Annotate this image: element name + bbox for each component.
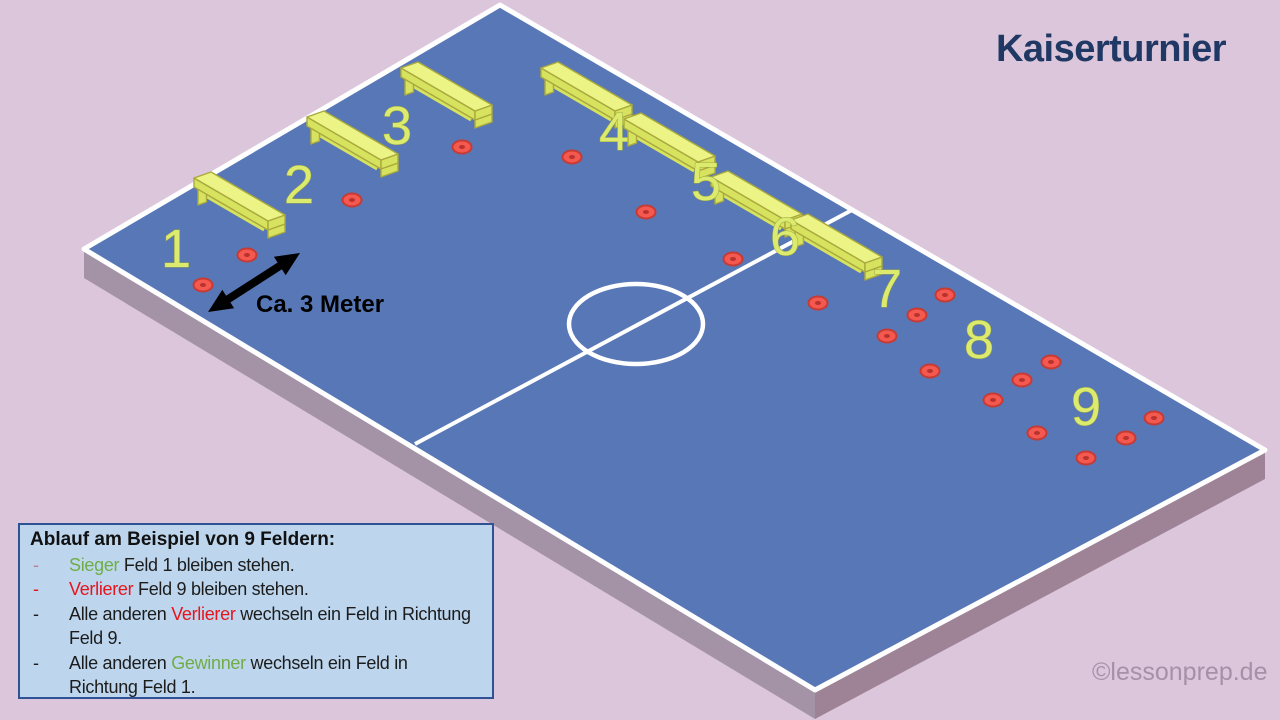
marker-dot (1075, 450, 1097, 466)
rules-heading: Ablauf am Beispiel von 9 Feldern: (30, 529, 336, 550)
watermark: ©lessonprep.de (1092, 658, 1268, 686)
marker-dot (982, 392, 1004, 408)
gym-bench (623, 112, 716, 180)
rules-bullet-list: - Sieger Feld 1 bleiben stehen. - Verlierer… (30, 553, 484, 698)
gym-bench (790, 213, 883, 281)
marker-dot (1143, 410, 1165, 426)
marker-dot (236, 247, 258, 263)
rules-bullet: - Alle anderen Verlierer wechseln ein Fel… (30, 602, 484, 627)
marker-dot (1040, 354, 1062, 370)
marker-dot (1026, 425, 1048, 441)
field-number-3: 3 (382, 96, 412, 156)
marker-dot (451, 139, 473, 155)
rules-bullet-wrap: Feld 9. (30, 626, 484, 651)
field-number-4: 4 (599, 102, 629, 162)
bullet-text: Sieger Feld 1 bleiben stehen. (69, 554, 295, 575)
marker-dot (635, 204, 657, 220)
gym-bench (540, 61, 633, 129)
rules-bullet: - Alle anderen Gewinner wechseln ein Feld… (30, 651, 484, 676)
benches-group (193, 61, 883, 281)
gym-bench (306, 110, 399, 178)
bullet-dash: - (33, 652, 39, 673)
field-number-8: 8 (964, 310, 994, 370)
marker-dot (1011, 372, 1033, 388)
bullet-dash (30, 675, 69, 697)
distance-arrow (208, 253, 300, 312)
field-number-9: 9 (1071, 377, 1101, 437)
bullet-text: Verlierer Feld 9 bleiben stehen. (69, 579, 309, 599)
field-number-5: 5 (691, 152, 721, 212)
bullet-dash: - (33, 579, 39, 599)
marker-dot (934, 287, 956, 303)
rules-bullet: - Verlierer Feld 9 bleiben stehen. (30, 577, 484, 602)
center-circle (566, 281, 706, 367)
field-numbers-group: 1 2 3 4 56 7 8 9 (160, 96, 1101, 438)
field-number-6: 6 (770, 207, 800, 267)
page-title: Kaiserturnier (995, 28, 1227, 70)
distance-label: Ca. 3 Meter (256, 291, 385, 318)
field-side-left (84, 249, 815, 719)
rules-bullet-wrap: Richtung Feld 1. (30, 675, 484, 697)
bullet-dash (30, 626, 69, 651)
marker-dot (1115, 430, 1137, 446)
marker-dot (906, 307, 928, 323)
bullet-text: Feld 9. (69, 628, 122, 648)
bullet-text: Richtung Feld 1. (69, 677, 196, 697)
bullet-text: Alle anderen Gewinner wechseln ein Feld … (69, 652, 408, 673)
gym-bench (400, 61, 493, 129)
marker-dot (876, 328, 898, 344)
marker-dot (561, 149, 583, 165)
marker-dot (192, 277, 214, 293)
marker-dots-group (192, 139, 1165, 466)
bullet-dash: - (33, 603, 39, 624)
rules-info-box: Ablauf am Beispiel von 9 Feldern: - Siege… (18, 523, 494, 699)
field-side-right (815, 450, 1265, 719)
field-number-1: 1 (161, 219, 191, 279)
bullet-dash: - (33, 554, 39, 575)
rules-bullet: - Sieger Feld 1 bleiben stehen. (30, 553, 484, 578)
field-number-2: 2 (284, 155, 314, 215)
gym-bench (193, 171, 286, 239)
field-number-7: 7 (872, 259, 902, 319)
center-line (414, 208, 853, 446)
marker-dot (807, 295, 829, 311)
marker-dot (341, 192, 363, 208)
marker-dot (919, 363, 941, 379)
marker-dot (722, 251, 744, 267)
bullet-text: Alle anderen Verlierer wechseln ein Feld… (69, 603, 471, 624)
field-surface (81, 2, 1268, 693)
